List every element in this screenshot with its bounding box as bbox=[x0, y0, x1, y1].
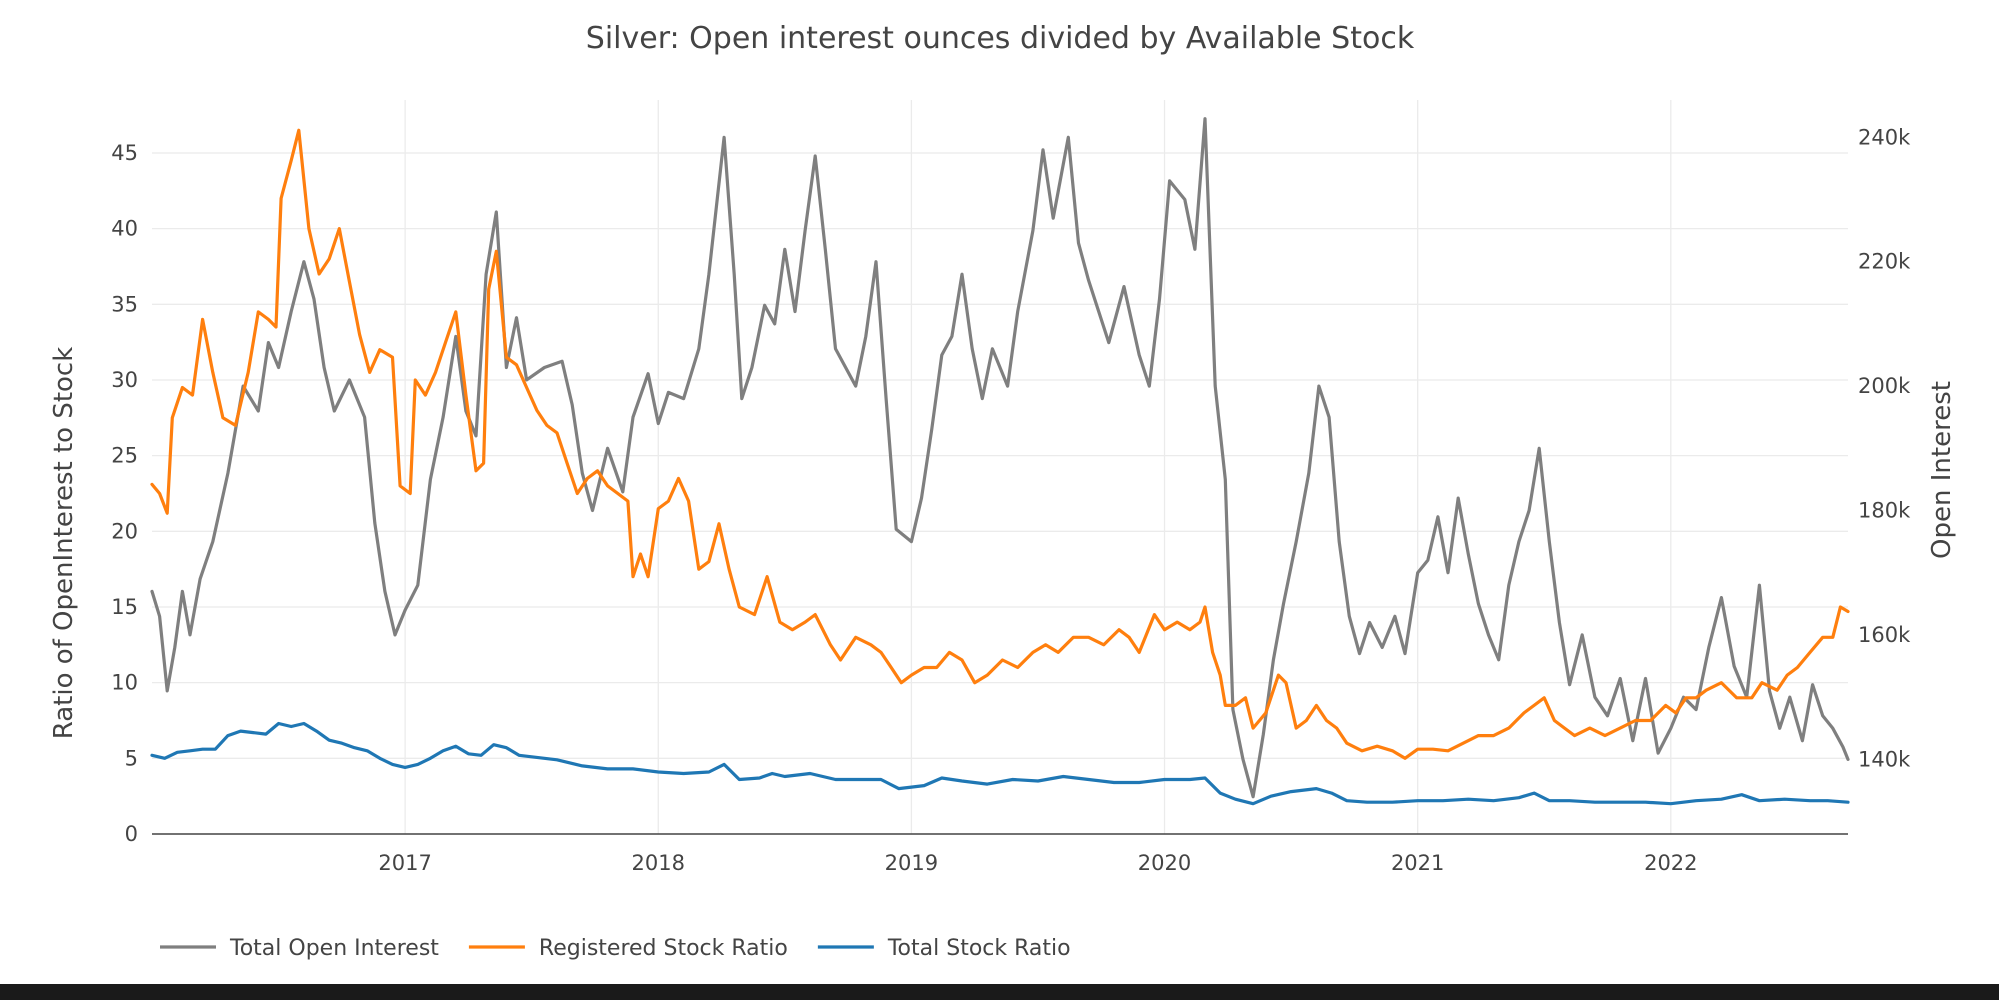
y-left-tick-label: 15 bbox=[111, 595, 138, 619]
y-left-tick-label: 30 bbox=[111, 368, 138, 392]
y-right-tick-label: 220k bbox=[1858, 250, 1911, 274]
x-tick-label: 2022 bbox=[1644, 851, 1697, 875]
legend-label: Total Open Interest bbox=[229, 936, 439, 961]
x-tick-label: 2018 bbox=[632, 851, 685, 875]
y-left-tick-label: 40 bbox=[111, 217, 138, 241]
axis-layer: 2017 2018 2019 2020 2021 2022 0 5 10 15 20 25 30 35 40… bbox=[111, 125, 1911, 875]
legend-label: Total Stock Ratio bbox=[887, 936, 1071, 961]
y-left-tick-label: 35 bbox=[111, 292, 138, 316]
legend-label: Registered Stock Ratio bbox=[539, 936, 788, 961]
legend: Total Open Interest Registered Stock Rati… bbox=[160, 936, 1071, 961]
y-right-tick-label: 240k bbox=[1858, 125, 1911, 149]
x-tick-label: 2019 bbox=[885, 851, 938, 875]
chart-title: Silver: Open interest ounces divided by … bbox=[586, 21, 1415, 56]
y-right-tick-label: 140k bbox=[1858, 747, 1911, 771]
y-right-axis-title: Open Interest bbox=[1927, 381, 1957, 559]
y-left-tick-label: 25 bbox=[111, 444, 138, 468]
x-tick-label: 2020 bbox=[1138, 851, 1191, 875]
grid-layer bbox=[152, 100, 1848, 834]
y-left-tick-label: 10 bbox=[111, 671, 138, 695]
series-line-registered-stock-ratio bbox=[150, 128, 1850, 760]
y-left-tick-label: 20 bbox=[111, 519, 138, 543]
y-left-tick-label: 0 bbox=[125, 822, 138, 846]
y-right-tick-label: 180k bbox=[1858, 499, 1911, 523]
x-tick-label: 2021 bbox=[1391, 851, 1444, 875]
y-left-tick-label: 45 bbox=[111, 141, 138, 165]
y-left-axis-title: Ratio of OpenInterest to Stock bbox=[49, 347, 79, 740]
series-layer bbox=[150, 117, 1850, 806]
y-left-tick-label: 5 bbox=[125, 746, 138, 770]
series-line-total-open-interest bbox=[150, 117, 1850, 799]
y-right-tick-label: 200k bbox=[1858, 374, 1911, 398]
x-tick-label: 2017 bbox=[378, 851, 431, 875]
bottom-band bbox=[0, 984, 1999, 1000]
y-right-tick-label: 160k bbox=[1858, 623, 1911, 647]
series-line-total-stock-ratio bbox=[150, 721, 1850, 806]
